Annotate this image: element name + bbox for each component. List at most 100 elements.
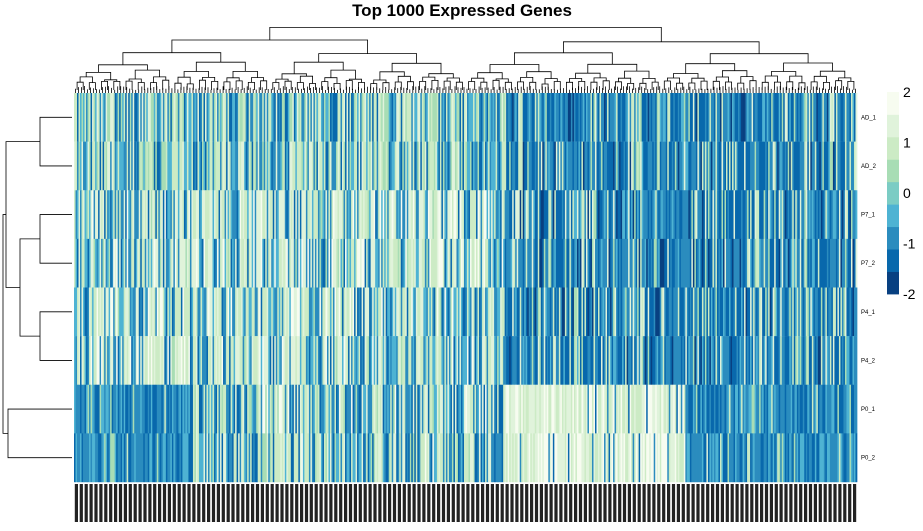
heatmap-cell [754,433,757,483]
heatmap-cell [131,238,134,288]
heatmap-cell [786,287,789,337]
heatmap-cell [545,336,548,385]
heatmap-cell [355,141,358,191]
heatmap-cell [217,336,219,385]
heatmap-cell [617,238,620,288]
column-label [94,484,98,522]
heatmap-cell [602,287,605,337]
heatmap-cell [844,190,847,240]
column-label [652,484,656,522]
heatmap-cell [117,384,120,434]
heatmap-cell [403,384,406,434]
heatmap-cell [125,238,128,288]
heatmap-cell [448,433,451,483]
heatmap-cell [462,141,465,191]
heatmap-cell [269,384,272,434]
heatmap-cell [247,238,250,288]
column-label [808,484,813,522]
heatmap-cell [107,141,109,191]
heatmap-cell [105,433,108,483]
heatmap-cell [467,93,469,142]
heatmap-cell [829,287,832,337]
heatmap-cell [420,336,423,385]
heatmap-cell [768,93,771,142]
heatmap-cell [635,433,638,483]
heatmap-cell [765,141,768,191]
heatmap-cell [98,238,100,288]
heatmap-cell [506,93,509,142]
heatmap-cell [119,287,122,337]
heatmap-cell [692,93,695,142]
column-label [231,484,235,522]
heatmap-cell [254,93,257,142]
heatmap-cell [253,287,256,337]
heatmap-cell [322,336,325,385]
heatmap-cell [93,190,96,240]
heatmap-cell [242,93,245,142]
heatmap-cell [587,238,590,288]
heatmap-cell [539,433,542,483]
heatmap-cell [140,336,143,385]
heatmap-cell [307,287,310,337]
heatmap-cell [114,287,117,337]
heatmap-cell [533,433,536,483]
heatmap-cell [123,93,126,142]
heatmap-cell [332,433,335,483]
heatmap-cell [317,141,320,191]
heatmap-cell [510,93,513,142]
heatmap-cell [790,141,793,191]
heatmap-cell [497,287,499,337]
column-label [588,484,592,522]
heatmap-cell [373,93,376,142]
heatmap-cell [632,433,635,483]
heatmap-cell [847,336,850,385]
heatmap-cell [504,287,507,337]
heatmap-cell [479,336,481,385]
heatmap-cell [358,287,361,337]
heatmap-cell [610,190,612,240]
heatmap-cell [585,190,588,240]
heatmap-cell [214,238,216,288]
heatmap-cell [810,93,813,142]
heatmap-cell [244,238,247,288]
heatmap-cell [847,384,850,434]
heatmap-cell [403,238,406,288]
heatmap-cell [354,433,356,483]
heatmap-cell [722,384,725,434]
heatmap-cell [494,190,496,240]
heatmap-cell [680,141,683,191]
heatmap-cell [176,190,179,240]
heatmap-cell [742,287,745,337]
heatmap-cell [504,93,507,142]
heatmap-cell [525,190,528,240]
heatmap-cell [778,287,781,337]
heatmap-cell [572,433,575,483]
heatmap-cell [843,384,846,434]
heatmap-cell [598,433,600,483]
heatmap-cell [796,238,799,288]
heatmap-cell [748,287,751,337]
heatmap-cell [634,141,637,191]
heatmap-cell [643,93,646,142]
heatmap-cell [762,287,764,337]
heatmap-cell [110,190,112,240]
heatmap-cell [638,238,641,288]
heatmap-cell [676,384,679,434]
heatmap-cell [182,433,185,483]
column-label [417,484,421,522]
heatmap-cell [180,93,183,142]
heatmap-cell [357,384,359,434]
heatmap-cell [652,433,655,483]
heatmap-cell [399,336,402,385]
heatmap-cell [816,93,819,142]
heatmap-cell [436,238,439,288]
heatmap-cell [453,238,456,288]
heatmap-cell [555,336,558,385]
heatmap-cell [339,384,341,434]
heatmap-cell [326,287,329,337]
heatmap-cell [564,93,567,142]
heatmap-cell [244,190,247,240]
heatmap-cell [295,384,298,434]
heatmap-cell [259,336,262,385]
heatmap-cell [555,93,558,142]
